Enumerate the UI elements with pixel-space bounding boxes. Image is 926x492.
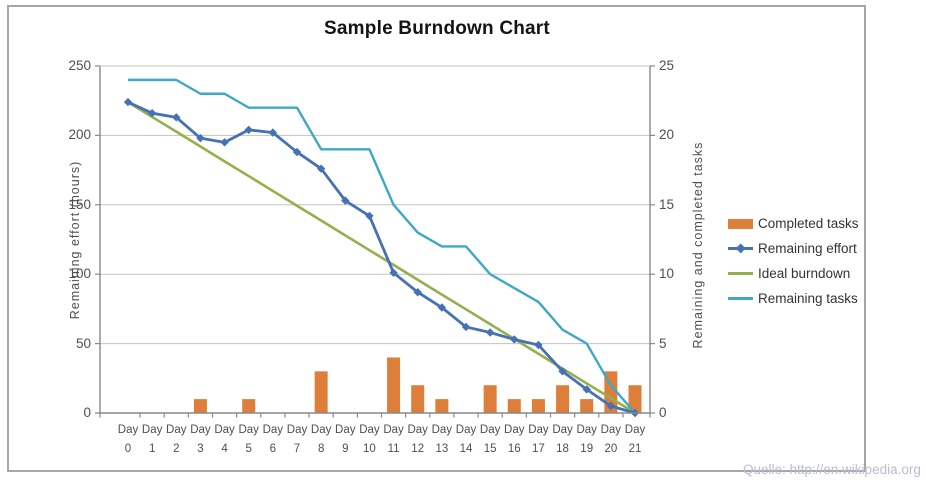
- remaining-effort-marker: [606, 401, 616, 411]
- remaining-effort-marker: [316, 164, 326, 173]
- left-axis-tick-label: 200: [68, 127, 91, 143]
- x-axis-tick-label: Day 11: [383, 424, 404, 455]
- remaining-effort-marker: [244, 125, 253, 135]
- right-axis-tick-label: 15: [659, 196, 675, 212]
- x-axis-tick-label: Day 4: [214, 424, 235, 455]
- right-axis-tick-label: 25: [659, 58, 675, 73]
- completed-tasks-bar: [507, 399, 521, 413]
- remaining-effort-marker: [123, 97, 133, 107]
- x-axis-tick-label: Day 12: [407, 424, 428, 455]
- remaining-effort-swatch-icon: [728, 243, 753, 254]
- remaining-effort-marker: [510, 335, 519, 344]
- ideal-burndown-line: [127, 100, 636, 415]
- completed-tasks-bar: [314, 371, 328, 413]
- x-axis-tick-label: Day 14: [455, 424, 477, 455]
- ideal-burndown-swatch-icon: [728, 272, 753, 275]
- legend-item-ideal-burndown: Ideal burndown: [728, 261, 859, 286]
- remaining-effort-marker: [485, 328, 495, 337]
- x-axis-tick-label: Day 2: [166, 424, 187, 455]
- completed-tasks-bar: [242, 399, 256, 413]
- x-axis-tick-label: Day 6: [262, 424, 284, 455]
- x-axis-tick-label: Day 3: [190, 424, 211, 455]
- legend-item-remaining-tasks: Remaining tasks: [728, 286, 859, 311]
- chart-title: Sample Burndown Chart: [324, 18, 550, 39]
- legend-label: Completed tasks: [758, 216, 859, 231]
- legend-label: Remaining tasks: [758, 291, 858, 306]
- remaining-effort-marker: [437, 303, 447, 312]
- completed-tasks-bar: [387, 357, 401, 413]
- left-axis-tick-label: 0: [83, 405, 91, 420]
- completed-tasks-bar: [580, 399, 594, 413]
- x-axis-tick-label: Day 10: [359, 424, 380, 455]
- x-axis-tick-label: Day 5: [238, 424, 259, 455]
- completed-tasks-bar: [531, 399, 545, 413]
- remaining-effort-line: [127, 100, 636, 415]
- x-axis-tick-label: Day 13: [431, 424, 453, 455]
- left-axis-tick-label: 250: [68, 58, 91, 73]
- x-axis-tick-label: Day 19: [576, 424, 597, 455]
- x-axis-tick-label: Day 16: [504, 424, 525, 455]
- remaining-effort-marker: [365, 211, 374, 221]
- x-axis-tick-label: Day 8: [310, 424, 332, 455]
- completed-tasks-bar: [411, 385, 425, 413]
- completed-tasks-bar: [193, 399, 207, 413]
- x-axis-tick-label: Day 15: [479, 424, 501, 455]
- remaining-tasks-line: [128, 78, 636, 414]
- remaining-effort-marker: [582, 385, 591, 394]
- left-axis-tick-label: 50: [75, 335, 91, 351]
- remaining-effort-marker: [413, 288, 422, 297]
- remaining-tasks-swatch-icon: [728, 297, 753, 300]
- x-axis-tick-label: Day 17: [528, 424, 549, 455]
- remaining-effort-marker: [292, 147, 302, 157]
- x-axis-tick-label: Day 20: [600, 424, 622, 455]
- remaining-effort-marker: [196, 133, 205, 143]
- right-axis-tick-label: 0: [659, 405, 667, 420]
- legend-label: Remaining effort: [758, 241, 857, 256]
- x-axis-tick-label: Day 18: [552, 424, 573, 455]
- remaining-effort-marker: [341, 196, 350, 205]
- x-axis-tick-label: Day 21: [624, 424, 646, 455]
- legend-item-completed-tasks: Completed tasks: [728, 211, 859, 236]
- x-axis-tick-label: Day 7: [286, 424, 308, 455]
- x-axis-tick-label: Day 1: [141, 424, 163, 455]
- completed-tasks-bar: [556, 385, 570, 413]
- legend-label: Ideal burndown: [758, 266, 851, 281]
- x-axis-tick-label: Day 0: [117, 424, 139, 455]
- right-axis-tick-label: 10: [659, 266, 675, 282]
- source-watermark: Quelle: http://en.wikipedia.org: [743, 462, 921, 477]
- x-axis-tick-label: Day 9: [335, 424, 356, 455]
- completed-tasks-bar: [483, 385, 497, 413]
- left-axis-tick-label: 100: [68, 266, 91, 282]
- remaining-effort-marker: [389, 268, 398, 278]
- right-axis-tick-label: 20: [659, 127, 675, 143]
- left-axis-tick-label: 150: [68, 196, 91, 212]
- remaining-effort-marker: [268, 128, 278, 137]
- remaining-effort-marker: [558, 367, 567, 376]
- completed-tasks-swatch-icon: [728, 218, 753, 229]
- completed-tasks-bar: [628, 385, 642, 413]
- legend-item-remaining-effort: Remaining effort: [728, 236, 859, 261]
- right-axis-tick-label: 5: [659, 335, 667, 351]
- remaining-effort-marker: [461, 322, 471, 332]
- diamond-marker-icon: [735, 243, 746, 254]
- remaining-effort-marker: [220, 138, 229, 147]
- completed-tasks-bar: [435, 399, 449, 413]
- legend: Completed tasks Remaining effort Ideal b…: [728, 211, 859, 311]
- chart-frame: [7, 5, 866, 472]
- remaining-effort-marker: [172, 113, 181, 122]
- remaining-effort-marker: [147, 108, 157, 118]
- remaining-effort-marker: [534, 340, 543, 350]
